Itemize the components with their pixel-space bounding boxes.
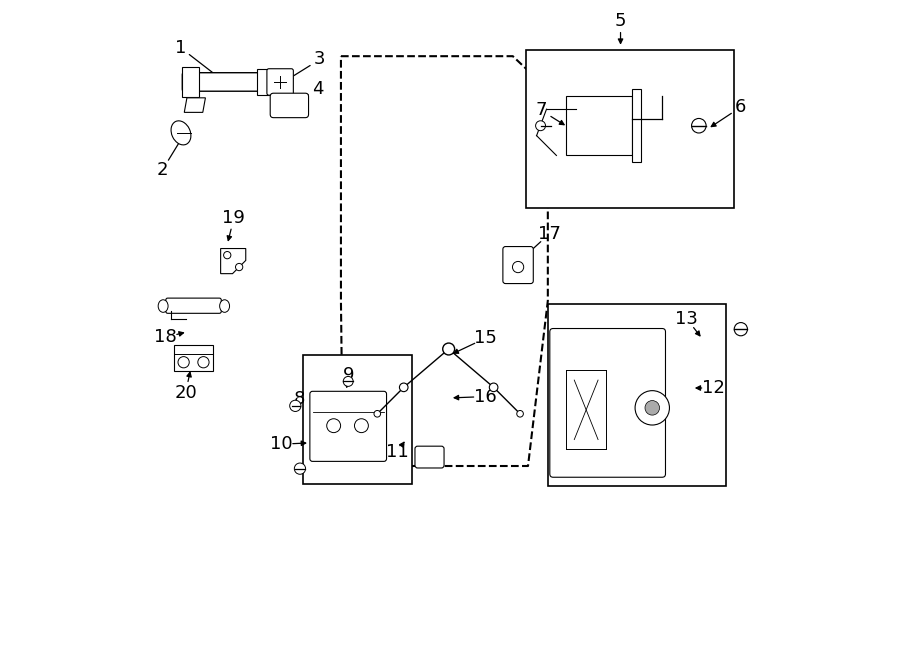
Ellipse shape bbox=[734, 323, 747, 336]
Polygon shape bbox=[182, 67, 199, 97]
Text: 13: 13 bbox=[675, 309, 698, 328]
Ellipse shape bbox=[355, 419, 368, 433]
Ellipse shape bbox=[635, 391, 670, 425]
Text: 16: 16 bbox=[473, 387, 497, 406]
Text: 3: 3 bbox=[314, 50, 326, 69]
Text: 14: 14 bbox=[619, 448, 642, 467]
Text: 1: 1 bbox=[175, 38, 186, 57]
Ellipse shape bbox=[443, 343, 454, 355]
FancyBboxPatch shape bbox=[270, 93, 309, 118]
Ellipse shape bbox=[223, 252, 231, 259]
Ellipse shape bbox=[294, 463, 306, 475]
FancyBboxPatch shape bbox=[183, 73, 269, 91]
Text: 17: 17 bbox=[537, 225, 561, 243]
Text: 19: 19 bbox=[222, 209, 246, 227]
Bar bbox=[548, 304, 726, 486]
FancyBboxPatch shape bbox=[175, 345, 212, 371]
FancyBboxPatch shape bbox=[503, 247, 534, 284]
FancyBboxPatch shape bbox=[550, 329, 665, 477]
Ellipse shape bbox=[517, 410, 524, 417]
Text: 6: 6 bbox=[735, 98, 746, 116]
Polygon shape bbox=[566, 96, 633, 155]
Text: 10: 10 bbox=[270, 435, 292, 453]
Ellipse shape bbox=[490, 383, 498, 391]
Ellipse shape bbox=[645, 401, 660, 415]
Text: 15: 15 bbox=[473, 329, 497, 348]
Text: 9: 9 bbox=[343, 366, 354, 384]
Ellipse shape bbox=[691, 118, 707, 133]
Text: 11: 11 bbox=[386, 443, 409, 461]
Text: 5: 5 bbox=[615, 12, 626, 30]
Ellipse shape bbox=[327, 419, 340, 433]
Polygon shape bbox=[184, 98, 205, 112]
Polygon shape bbox=[257, 69, 272, 95]
Text: 7: 7 bbox=[536, 101, 547, 120]
Text: 12: 12 bbox=[702, 379, 724, 397]
Text: 8: 8 bbox=[293, 390, 305, 408]
Ellipse shape bbox=[198, 357, 209, 368]
Text: 2: 2 bbox=[157, 161, 168, 179]
Polygon shape bbox=[633, 89, 641, 162]
FancyBboxPatch shape bbox=[166, 298, 221, 313]
Ellipse shape bbox=[512, 262, 524, 272]
Ellipse shape bbox=[400, 383, 408, 391]
Ellipse shape bbox=[536, 121, 545, 131]
Text: 4: 4 bbox=[312, 79, 323, 98]
Text: 18: 18 bbox=[155, 328, 177, 346]
Text: 20: 20 bbox=[175, 383, 197, 402]
FancyBboxPatch shape bbox=[310, 391, 386, 461]
Ellipse shape bbox=[290, 400, 301, 411]
Ellipse shape bbox=[343, 377, 353, 386]
FancyBboxPatch shape bbox=[415, 446, 444, 468]
Ellipse shape bbox=[158, 300, 168, 312]
FancyBboxPatch shape bbox=[267, 69, 293, 95]
Bar bbox=[526, 50, 734, 208]
Bar bbox=[303, 355, 412, 484]
Ellipse shape bbox=[171, 121, 191, 145]
Ellipse shape bbox=[374, 410, 381, 417]
Ellipse shape bbox=[236, 264, 243, 271]
Ellipse shape bbox=[178, 357, 189, 368]
Polygon shape bbox=[220, 249, 246, 274]
Ellipse shape bbox=[220, 300, 230, 312]
